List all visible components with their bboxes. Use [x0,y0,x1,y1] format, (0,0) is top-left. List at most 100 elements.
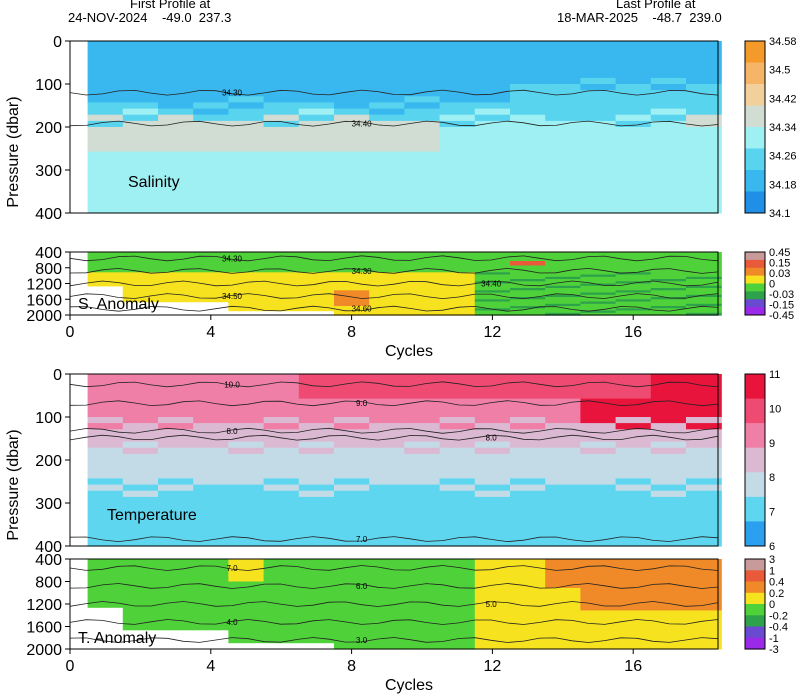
heat-cell [650,515,687,522]
heat-cell [615,645,652,650]
heat-cell [474,591,511,595]
heat-cell [474,90,511,97]
colorbar-label: 34.58 [769,36,797,48]
heat-cell [334,182,370,189]
heat-cell [369,429,405,436]
heat-cell [439,392,476,400]
heat-cell [193,374,229,381]
heat-cell [474,252,511,255]
heat-cell [158,568,194,573]
heat-cell [228,96,265,103]
colorbar-label: -0.03 [769,289,794,301]
heat-cell [87,581,124,586]
heat-cell [686,90,722,97]
heat-cell [404,623,441,628]
heat-cell [263,581,300,586]
heat-cell [650,645,687,650]
heat-cell [87,578,124,583]
heat-cell [369,591,405,595]
heat-cell [686,194,722,202]
heat-cell [263,620,300,624]
heat-cell [615,290,652,294]
heat-cell [334,53,370,60]
heat-cell [158,374,194,381]
heat-cell [122,417,159,424]
heat-cell [545,642,581,647]
heat-cell [650,263,687,267]
heat-cell [369,453,405,461]
heat-cell [474,206,511,214]
heat-cell [158,626,194,631]
heat-cell [122,133,159,140]
heat-cell [404,139,441,146]
heat-cell [404,163,441,171]
heat-cell [334,629,370,634]
heat-cell [686,176,722,183]
heat-cell [263,435,300,443]
heat-cell [263,281,300,285]
heat-cell [686,263,722,267]
heat-cell [580,642,617,647]
heat-cell [510,188,546,196]
heat-cell [615,303,652,307]
heat-cell [334,435,370,443]
heat-cell [510,636,546,640]
heat-cell [369,460,405,467]
heat-cell [439,200,476,208]
heat-cell [580,267,617,271]
heat-cell [263,460,300,467]
heat-cell [615,176,652,183]
heat-cell [650,53,687,60]
heat-cell [510,626,546,631]
heat-cell [580,77,617,85]
heat-cell [158,423,194,430]
heat-cell [263,200,300,208]
heat-cell [298,127,335,134]
heat-cell [158,41,194,48]
heat-cell [298,527,335,535]
heat-cell [686,527,722,535]
heat-cell [193,299,229,303]
heat-cell [369,133,405,140]
heat-cell [404,258,441,262]
heat-cell [122,59,159,67]
heat-cell [510,591,546,595]
heat-cell [545,176,581,183]
heat-cell [158,276,194,280]
heat-cell [615,96,652,103]
heat-cell [650,521,687,529]
heat-cell [474,472,511,479]
heat-cell [545,527,581,535]
heat-cell [87,417,124,424]
heat-cell [580,254,617,258]
heat-cell [369,308,405,312]
heat-cell [369,441,405,449]
heat-cell [650,276,687,280]
heat-cell [263,96,300,103]
colorbar-label: 0 [769,279,775,291]
heat-cell [439,626,476,631]
heat-cell [87,410,124,418]
heat-cell [228,170,265,177]
heat-cell [298,575,335,579]
heat-cell [298,472,335,479]
heat-cell [228,447,265,455]
heat-cell [298,279,335,282]
heat-cell [87,386,124,393]
heat-cell [298,587,335,592]
heat-cell [650,265,687,269]
heat-cell [650,292,687,296]
heat-cell [404,509,441,516]
heat-cell [545,636,581,640]
heat-cell [439,84,476,91]
heat-cell [650,575,687,579]
heat-cell [439,503,476,510]
heat-cell [615,623,652,628]
heat-cell [228,145,265,153]
colorbar-swatch [745,423,765,449]
heat-cell [686,380,722,387]
heat-cell [615,53,652,60]
heat-cell [158,59,194,67]
heat-cell [334,623,370,628]
heat-cell [87,392,124,400]
